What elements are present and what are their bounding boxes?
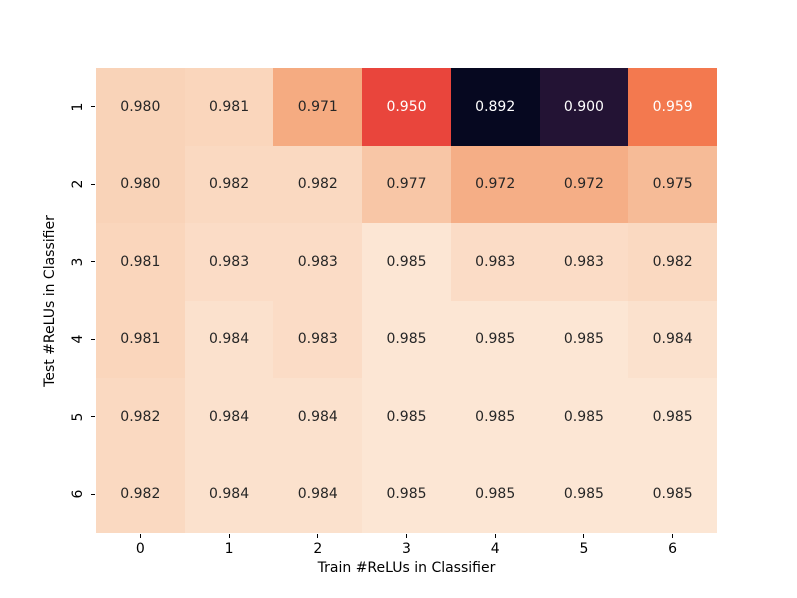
y-axis-label: Test #ReLUs in Classifier xyxy=(42,214,58,387)
heatmap-cell: 0.983 xyxy=(184,223,274,301)
y-tick-label: 5 xyxy=(70,412,86,422)
x-tick-label: 3 xyxy=(402,541,411,557)
heatmap-cell: 0.985 xyxy=(450,378,540,456)
x-tick-label: 0 xyxy=(135,541,145,557)
heatmap-cell: 0.982 xyxy=(273,145,363,223)
x-tick-label: 4 xyxy=(490,541,500,557)
x-tick-label: 2 xyxy=(313,541,323,557)
x-axis-label: Train #ReLUs in Classifier xyxy=(317,560,496,576)
heatmap-cell: 0.977 xyxy=(362,145,451,223)
x-tick-mark xyxy=(583,534,585,538)
heatmap-cell: 0.981 xyxy=(96,223,185,301)
heatmap-plot-area: 0.980 0.981 0.971 0.950 0.892 0.900 0.959 0.980… xyxy=(96,68,717,533)
x-tick-mark xyxy=(406,534,407,538)
y-tick-label: 1 xyxy=(70,102,86,112)
heatmap-cell: 0.985 xyxy=(362,300,451,378)
heatmap-cell: 0.985 xyxy=(539,300,629,378)
heatmap-cell: 0.981 xyxy=(184,68,274,146)
heatmap-cell: 0.985 xyxy=(450,300,540,378)
heatmap-cell: 0.959 xyxy=(628,68,717,146)
x-tick-mark xyxy=(139,534,141,538)
heatmap-cell: 0.981 xyxy=(96,300,185,378)
y-tick-mark xyxy=(91,416,95,418)
heatmap-cell: 0.982 xyxy=(96,378,185,456)
x-tick-mark xyxy=(494,534,496,538)
x-tick-mark xyxy=(228,534,230,538)
x-tick-mark xyxy=(317,534,319,538)
x-tick-label: 5 xyxy=(579,541,589,557)
heatmap-cell: 0.985 xyxy=(628,455,717,533)
heatmap-cell: 0.984 xyxy=(273,455,363,533)
heatmap-cell: 0.972 xyxy=(450,145,540,223)
y-tick-label: 4 xyxy=(70,334,86,344)
heatmap-cell: 0.984 xyxy=(184,378,274,456)
heatmap-cell: 0.972 xyxy=(539,145,629,223)
heatmap-cell: 0.982 xyxy=(96,455,185,533)
heatmap-cell: 0.985 xyxy=(362,223,451,301)
heatmap-cell: 0.985 xyxy=(628,378,717,456)
y-tick-label: 2 xyxy=(70,179,86,189)
heatmap-cell: 0.983 xyxy=(450,223,540,301)
heatmap-cell: 0.980 xyxy=(96,145,185,223)
heatmap-cell: 0.984 xyxy=(628,300,717,378)
y-tick-mark xyxy=(91,106,95,108)
x-tick-label: 1 xyxy=(224,541,234,557)
y-tick-mark xyxy=(91,493,95,495)
y-tick-mark xyxy=(91,338,95,340)
y-tick-mark xyxy=(91,183,95,185)
heatmap-cell: 0.985 xyxy=(450,455,540,533)
heatmap-cell: 0.985 xyxy=(539,378,629,456)
heatmap-cell: 0.900 xyxy=(539,68,629,146)
heatmap-cell: 0.985 xyxy=(362,378,451,456)
heatmap-cell: 0.971 xyxy=(273,68,363,146)
heatmap-cell: 0.983 xyxy=(273,223,363,301)
heatmap-cell: 0.892 xyxy=(450,68,540,146)
x-tick-mark xyxy=(672,534,674,538)
heatmap-cell: 0.983 xyxy=(539,223,629,301)
x-tick-label: 6 xyxy=(668,541,678,557)
heatmap-cell: 0.984 xyxy=(184,455,274,533)
heatmap-cell: 0.985 xyxy=(539,455,629,533)
heatmap-cell: 0.980 xyxy=(96,68,185,146)
heatmap-cell: 0.984 xyxy=(184,300,274,378)
heatmap-cell: 0.985 xyxy=(362,455,451,533)
y-tick-label: 3 xyxy=(70,257,86,267)
heatmap-cell: 0.984 xyxy=(273,378,363,456)
y-tick-label: 6 xyxy=(70,489,86,499)
heatmap-cell: 0.950 xyxy=(362,68,451,146)
heatmap-cell: 0.982 xyxy=(628,223,717,301)
heatmap-cell: 0.983 xyxy=(273,300,363,378)
heatmap-cell: 0.982 xyxy=(184,145,274,223)
y-tick-mark xyxy=(91,261,95,263)
heatmap-cell: 0.975 xyxy=(628,145,717,223)
